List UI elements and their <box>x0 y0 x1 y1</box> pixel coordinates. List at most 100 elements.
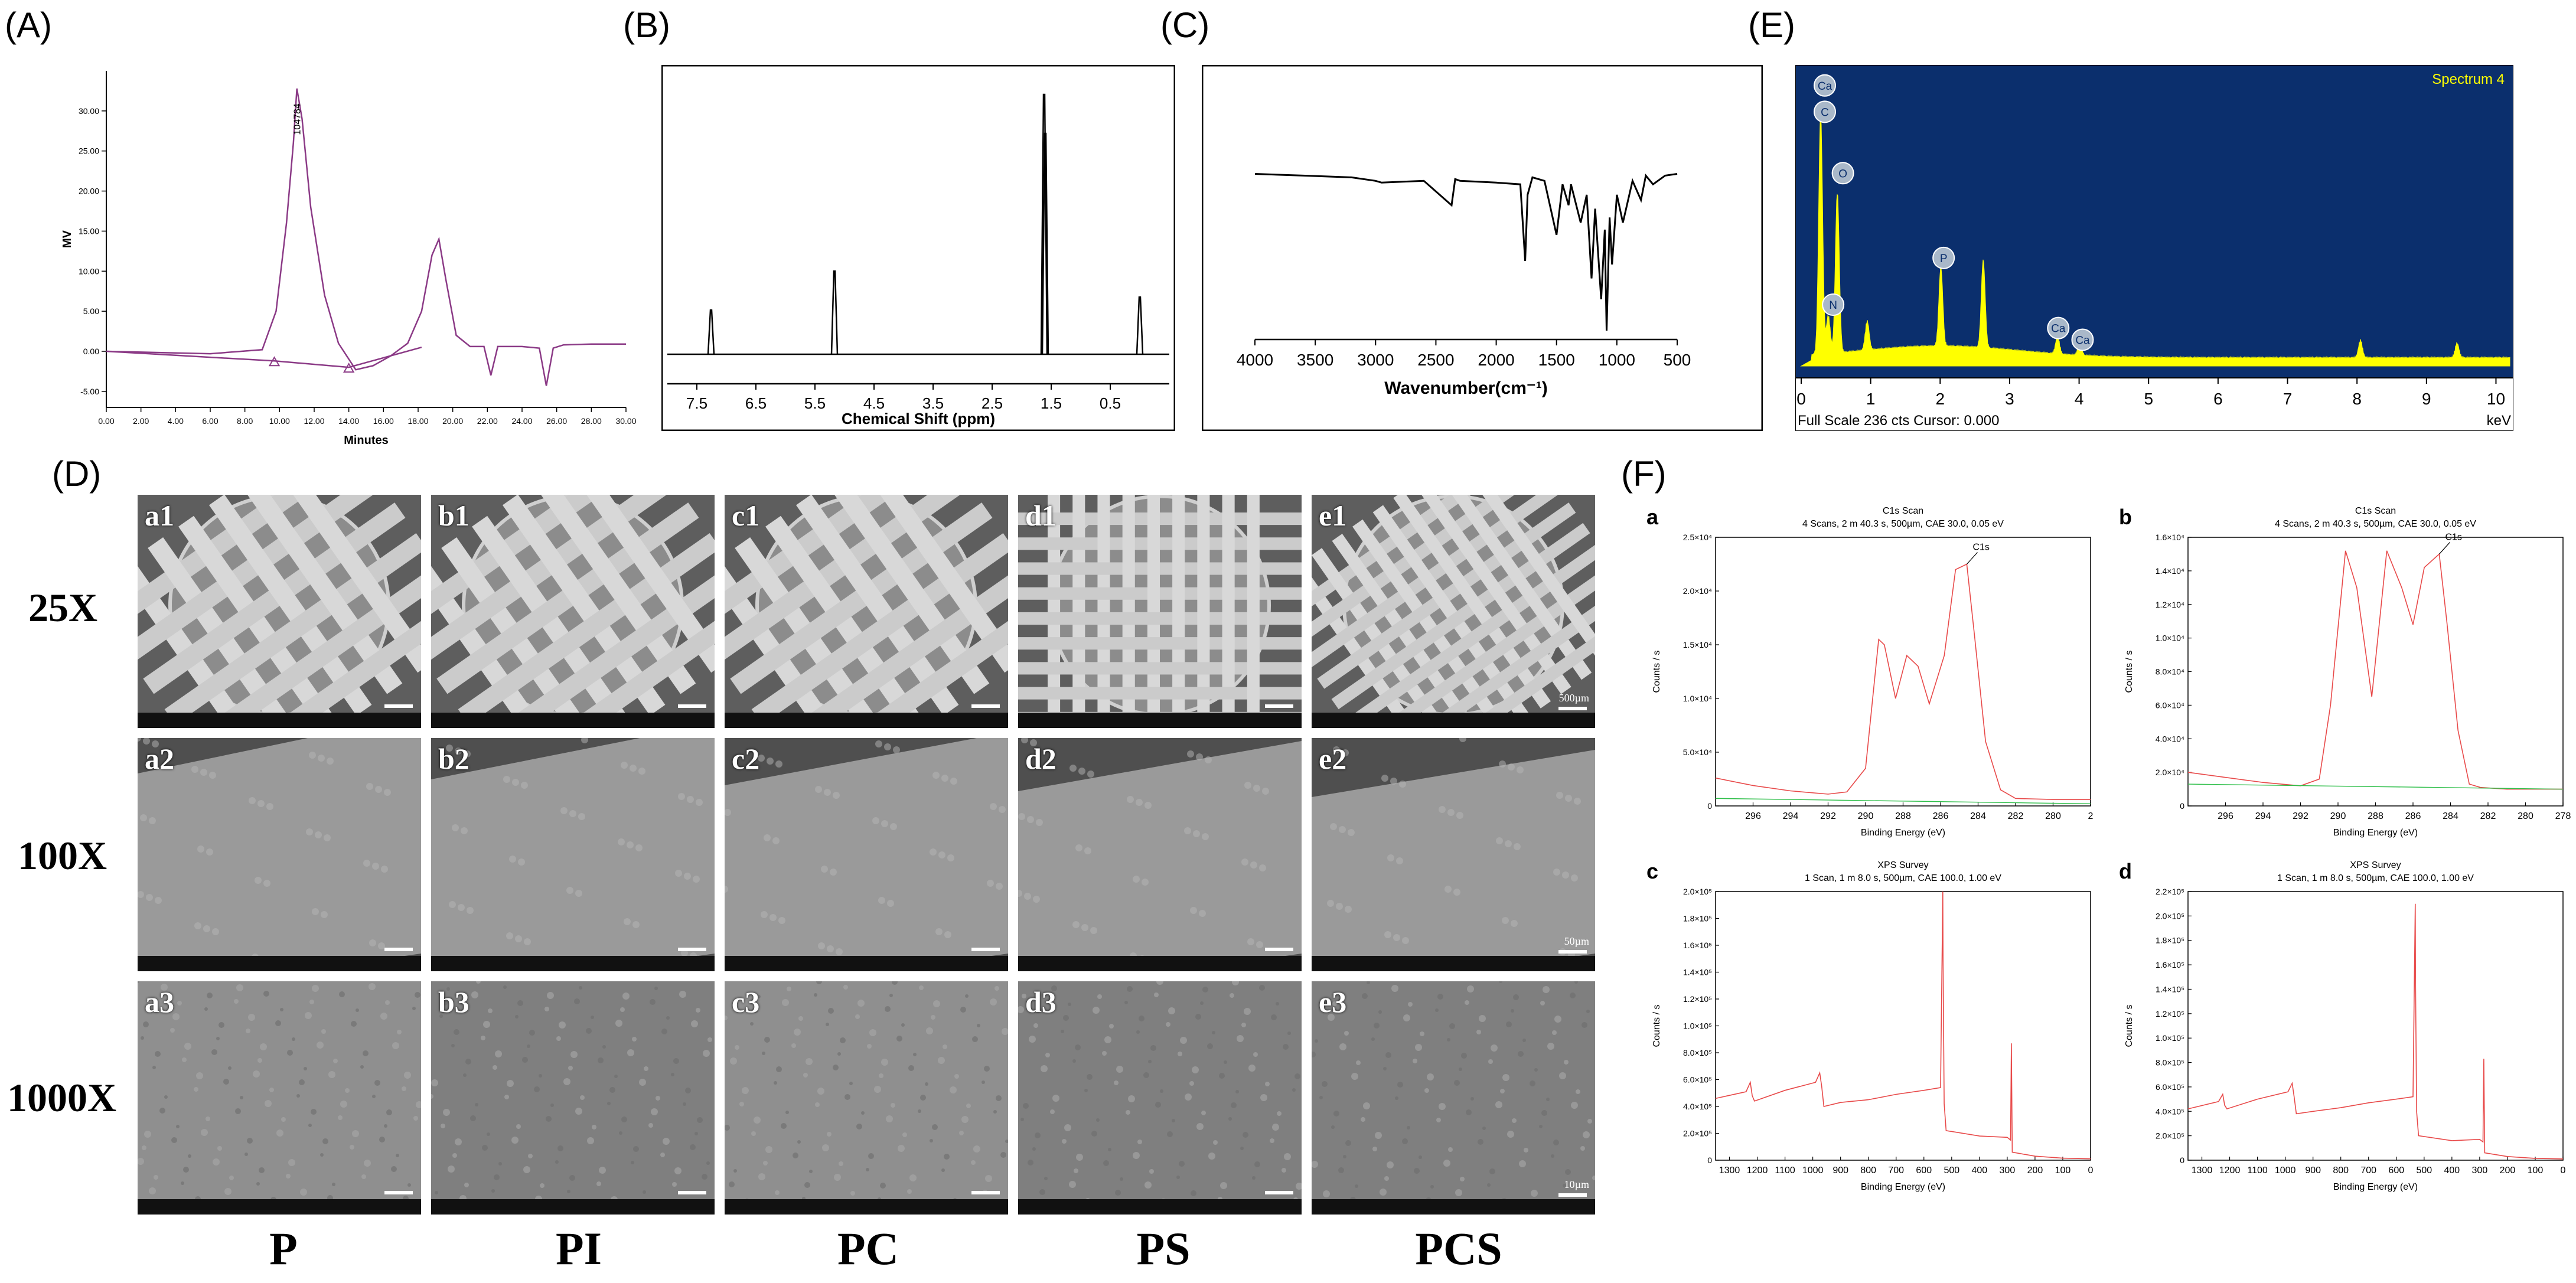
surface-grain <box>599 1167 606 1174</box>
surface-grain <box>809 1170 813 1173</box>
surface-grain <box>374 1080 380 1086</box>
tick-label: 1.2×10⁵ <box>2156 1009 2184 1018</box>
tick-label: 700 <box>1888 1166 1904 1176</box>
surface-speck <box>935 928 943 935</box>
surface-grain <box>1534 1068 1538 1072</box>
tick-label: 284 <box>2443 811 2458 821</box>
surface-grain <box>661 1029 667 1034</box>
panel-letter: c <box>1646 859 1658 883</box>
tick-label: 282 <box>2008 811 2024 821</box>
scale-bar <box>1265 948 1293 951</box>
surface-grain <box>874 1086 881 1093</box>
surface-speck <box>1090 927 1097 934</box>
surface-grain <box>234 999 239 1004</box>
surface-grain <box>305 1012 312 1019</box>
surface-grain <box>386 1109 392 1115</box>
tick-label: 1100 <box>2247 1166 2268 1176</box>
surface-speck <box>1396 857 1403 864</box>
surface-speck <box>152 740 159 747</box>
surface-speck <box>938 851 945 858</box>
surface-speck <box>618 838 625 845</box>
sem-image-d1: d1 <box>1018 495 1302 728</box>
surface-speck <box>635 844 643 851</box>
sem-info-bar <box>1312 713 1595 728</box>
surface-grain <box>364 1160 371 1167</box>
surface-grain <box>1415 1044 1422 1051</box>
integration-marker <box>268 356 281 367</box>
panel-label-a: (A) <box>5 5 52 45</box>
tick-label: 288 <box>2368 811 2383 821</box>
scale-label: 50µm <box>1564 935 1589 947</box>
surface-grain <box>776 1066 782 1072</box>
tick-label: 5 <box>2144 390 2153 408</box>
surface-speck <box>1327 900 1334 907</box>
surface-grain <box>782 999 789 1006</box>
surface-speck <box>681 949 688 956</box>
surface-grain <box>1149 1169 1154 1174</box>
tick-label: 8.0×10⁴ <box>2156 667 2184 677</box>
surface-grain <box>503 985 507 989</box>
scale-bar <box>1265 1191 1293 1194</box>
tick-label: 500 <box>1664 351 1691 369</box>
peak-label: C1s <box>2445 532 2461 542</box>
surface-speck <box>369 939 376 946</box>
surface-grain <box>229 1176 234 1180</box>
surface-grain <box>391 1166 397 1172</box>
surface-speck <box>378 942 385 949</box>
surface-grain <box>159 1108 165 1114</box>
surface-grain <box>491 1189 495 1193</box>
surface-grain <box>495 1050 502 1057</box>
surface-speck <box>1030 739 1037 746</box>
strut <box>1018 687 1302 700</box>
surface-speck <box>1456 812 1463 819</box>
scale-bar <box>971 704 1000 708</box>
surface-grain <box>1541 1110 1547 1116</box>
surface-grain <box>1436 1118 1441 1122</box>
surface-grain <box>1338 1167 1344 1173</box>
surface-grain <box>938 1057 945 1064</box>
sem-info-bar <box>1018 713 1302 728</box>
tick-label: 286 <box>1933 811 1949 821</box>
surface-grain <box>781 1123 787 1129</box>
surface-grain <box>774 1081 777 1085</box>
chart-title: C1s Scan <box>2355 506 2396 516</box>
scale-bar <box>384 1191 413 1194</box>
surface-grain <box>1466 1109 1472 1115</box>
surface-grain <box>292 1037 295 1041</box>
surface-speck <box>515 935 522 942</box>
surface-grain <box>615 1020 622 1027</box>
surface-grain <box>404 1072 411 1079</box>
sem-image-e2: e2 50µm <box>1312 738 1595 971</box>
surface-grain <box>1259 985 1265 991</box>
surface-grain <box>351 1021 357 1027</box>
surface-grain <box>660 1153 665 1157</box>
surface-grain <box>1072 1059 1076 1063</box>
tile-label: e1 <box>1319 499 1347 532</box>
surface-speck <box>1202 833 1209 840</box>
surface-speck <box>821 866 828 873</box>
tick-label: 2.0×10⁵ <box>2156 911 2184 920</box>
surface-speck <box>146 894 153 901</box>
sem-background <box>1312 981 1595 1215</box>
surface-speck <box>1256 941 1263 948</box>
tick-label: 500 <box>1944 1166 1959 1176</box>
surface-speck <box>947 854 954 861</box>
surface-grain <box>312 985 319 992</box>
surface-speck <box>1036 819 1043 826</box>
chart-frame <box>661 65 1175 431</box>
surface-grain <box>683 1102 686 1106</box>
tick-label: 1.6×10⁵ <box>2156 960 2184 969</box>
surface-grain <box>320 1153 324 1157</box>
surface-speck <box>384 789 391 796</box>
tick-label: 0 <box>2180 1155 2184 1165</box>
tick-label: 286 <box>2405 811 2421 821</box>
surface-grain <box>534 1086 540 1092</box>
sem-info-bar <box>138 713 421 728</box>
peak-leader <box>2439 542 2450 554</box>
surface-grain <box>1244 1008 1251 1015</box>
panel-label-d: (D) <box>52 454 102 494</box>
tick-label: 22.00 <box>477 416 498 426</box>
surface-grain <box>1459 1067 1462 1071</box>
surface-grain <box>879 1073 883 1078</box>
surface-grain <box>1074 1168 1078 1173</box>
